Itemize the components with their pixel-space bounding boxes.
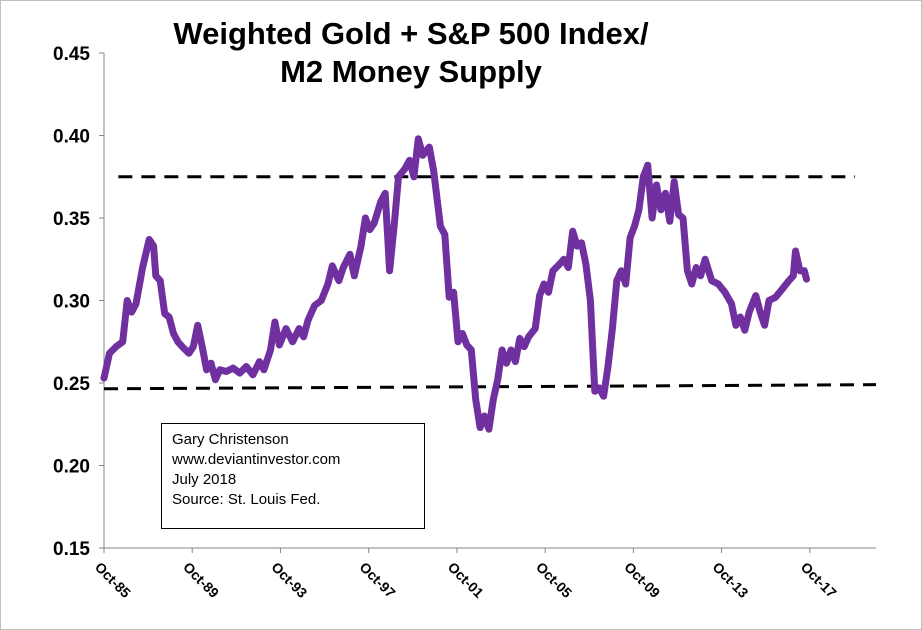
x-tick-label: Oct-09 [621, 559, 663, 601]
y-tick-label: 0.15 [53, 539, 90, 560]
y-tick-label: 0.45 [53, 44, 90, 65]
x-tick-label: Oct-01 [445, 559, 487, 601]
annotation-date: July 2018 [172, 471, 237, 488]
x-tick-label: Oct-05 [533, 559, 575, 601]
chart-title: Weighted Gold + S&P 500 Index/ M2 Money … [101, 15, 721, 91]
chart-title-line-2: M2 Money Supply [280, 54, 542, 89]
y-tick-label: 0.25 [53, 374, 90, 395]
annotation-author: Gary Christenson [172, 431, 289, 448]
lower-reference-line [103, 383, 877, 391]
annotation-website: www.deviantinvestor.com [172, 451, 341, 468]
chart-title-line-1: Weighted Gold + S&P 500 Index/ [173, 16, 649, 51]
y-tick-label: 0.35 [53, 209, 90, 230]
x-tick-label: Oct-85 [92, 559, 134, 601]
y-tick-label: 0.40 [53, 127, 90, 148]
x-tick-label: Oct-13 [709, 559, 751, 601]
annotation-source: Source: St. Louis Fed. [172, 491, 321, 508]
annotation-box: Gary Christenson www.deviantinvestor.com… [161, 423, 425, 529]
x-tick-label: Oct-17 [798, 559, 840, 601]
x-tick-label: Oct-93 [268, 559, 310, 601]
x-tick-label: Oct-89 [180, 559, 222, 601]
series-line [100, 135, 810, 433]
y-tick-label: 0.20 [53, 457, 90, 478]
x-tick-label: Oct-97 [357, 559, 399, 601]
y-tick-label: 0.30 [53, 292, 90, 313]
